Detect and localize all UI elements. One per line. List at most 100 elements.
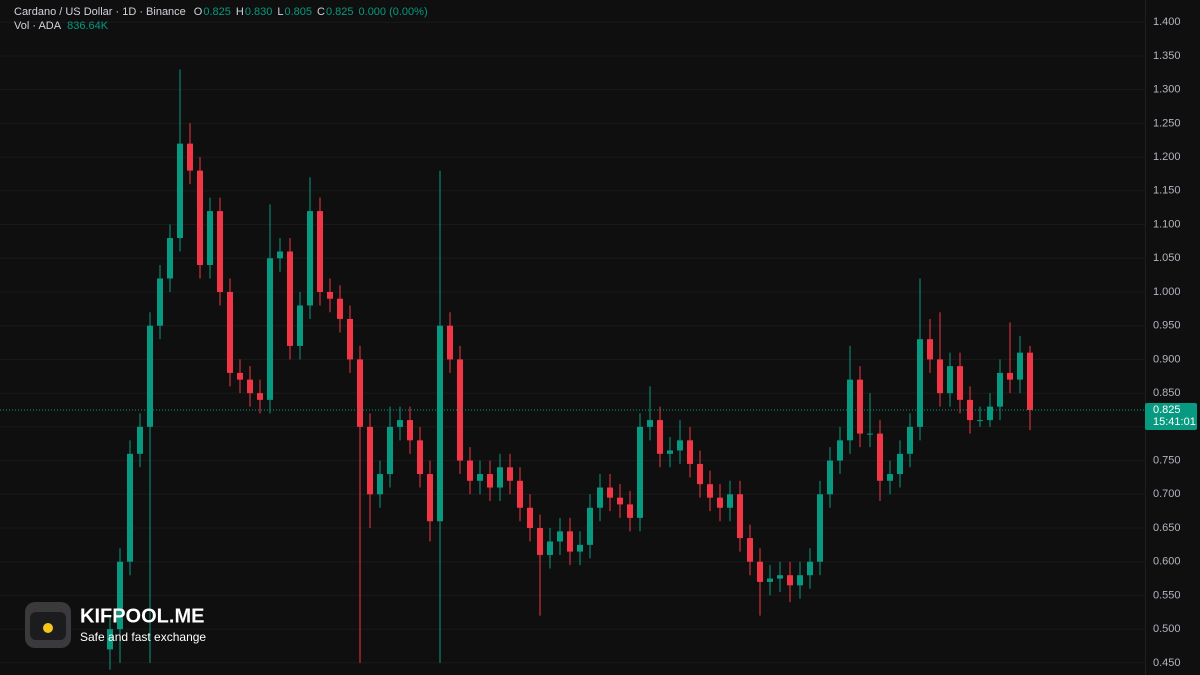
candle-body — [597, 487, 603, 508]
candle-body — [1027, 352, 1033, 410]
candle-body — [357, 359, 363, 427]
ohlc-label: C — [317, 6, 325, 18]
candle-body — [937, 359, 943, 394]
candle-body — [797, 575, 803, 586]
ohlc-label: L — [277, 6, 283, 18]
candle-body — [467, 460, 473, 481]
candle-body — [437, 325, 443, 522]
candle-body — [477, 474, 483, 481]
y-tick-label: 1.400 — [1153, 16, 1181, 28]
candle-body — [207, 211, 213, 266]
candle-body — [867, 433, 873, 435]
candle-body — [247, 379, 253, 394]
candle-body — [127, 453, 133, 562]
candle-body — [417, 440, 423, 475]
candle-body — [497, 467, 503, 488]
y-tick-label: 1.200 — [1153, 151, 1181, 163]
candle-body — [807, 561, 813, 576]
candle-body — [737, 494, 743, 539]
candle-body — [117, 561, 123, 630]
candle-body — [187, 143, 193, 171]
candle-body — [267, 258, 273, 400]
candle-body — [657, 420, 663, 454]
candle-body — [687, 440, 693, 464]
candle-body — [137, 426, 143, 454]
ohlc-value: 0.825 — [203, 6, 231, 18]
candle-body — [167, 238, 173, 279]
candle-body — [507, 467, 513, 481]
candle-body — [527, 507, 533, 528]
y-tick-label: 0.700 — [1153, 488, 1181, 500]
candle-body — [787, 575, 793, 586]
ohlc-label: O — [194, 6, 203, 18]
price-axis: 1.400 1.350 1.300 1.250 1.200 1.150 1.100 1.050… — [1145, 16, 1197, 669]
candle-body — [617, 497, 623, 505]
candle-body — [587, 507, 593, 545]
candle-body — [107, 629, 113, 650]
candle-body — [317, 211, 323, 292]
candle-body — [257, 393, 263, 400]
candle-body — [977, 420, 983, 422]
brand-tagline: Safe and fast exchange — [80, 630, 206, 644]
candle-body — [837, 440, 843, 461]
candle-body — [337, 298, 343, 319]
candle-body — [887, 474, 893, 481]
candle-body — [327, 291, 333, 299]
y-tick-label: 1.350 — [1153, 50, 1181, 62]
y-tick-label: 1.300 — [1153, 84, 1181, 96]
candle-body — [957, 366, 963, 400]
candle-body — [647, 420, 653, 427]
candle-body — [447, 325, 453, 360]
candle-body — [567, 531, 573, 552]
candle-body — [897, 453, 903, 475]
candle-body — [217, 211, 223, 292]
candle-body — [927, 339, 933, 360]
change: 0.000 (0.00%) — [359, 6, 428, 18]
candle-body — [877, 433, 883, 481]
y-tick-label: 1.150 — [1153, 185, 1181, 197]
grid — [0, 21, 1145, 664]
candle-body — [987, 406, 993, 421]
candle-body — [397, 420, 403, 427]
candle-body — [197, 170, 203, 266]
candle-body — [367, 426, 373, 495]
candle-body — [607, 487, 613, 498]
candle-body — [917, 339, 923, 427]
candle-body — [627, 504, 633, 518]
candle-body — [487, 474, 493, 488]
ohlc-value: 0.805 — [285, 6, 313, 18]
y-tick-label: 0.650 — [1153, 522, 1181, 534]
candle-body — [347, 318, 353, 360]
candle-body — [817, 494, 823, 562]
ohlc-label: H — [236, 6, 244, 18]
candle-body — [307, 211, 313, 306]
candle-body — [237, 372, 243, 380]
candle-body — [997, 372, 1003, 407]
candle-body — [387, 426, 393, 475]
candle-body — [1007, 372, 1013, 380]
y-tick-label: 0.950 — [1153, 320, 1181, 332]
y-tick-label: 0.550 — [1153, 589, 1181, 601]
candle-body — [547, 541, 553, 555]
candle-body — [947, 366, 953, 394]
candle-body — [827, 460, 833, 495]
y-tick-label: 0.750 — [1153, 454, 1181, 466]
logo: KIFPOOL.ME Safe and fast exchange — [25, 602, 206, 648]
price-tag-value: 0.825 — [1153, 404, 1181, 416]
candle-body — [907, 426, 913, 454]
candle-body — [287, 251, 293, 346]
price-tag-countdown: 15:41:01 — [1153, 416, 1196, 428]
ohlc-value: 0.830 — [245, 6, 273, 18]
candle-body — [157, 278, 163, 326]
candle-body — [727, 494, 733, 508]
candle-body — [297, 305, 303, 346]
candle-body — [717, 497, 723, 508]
candle-body — [577, 544, 583, 552]
candle-body — [1017, 352, 1023, 380]
candle-body — [517, 480, 523, 508]
candle-body — [177, 143, 183, 239]
y-tick-label: 0.450 — [1153, 657, 1181, 669]
